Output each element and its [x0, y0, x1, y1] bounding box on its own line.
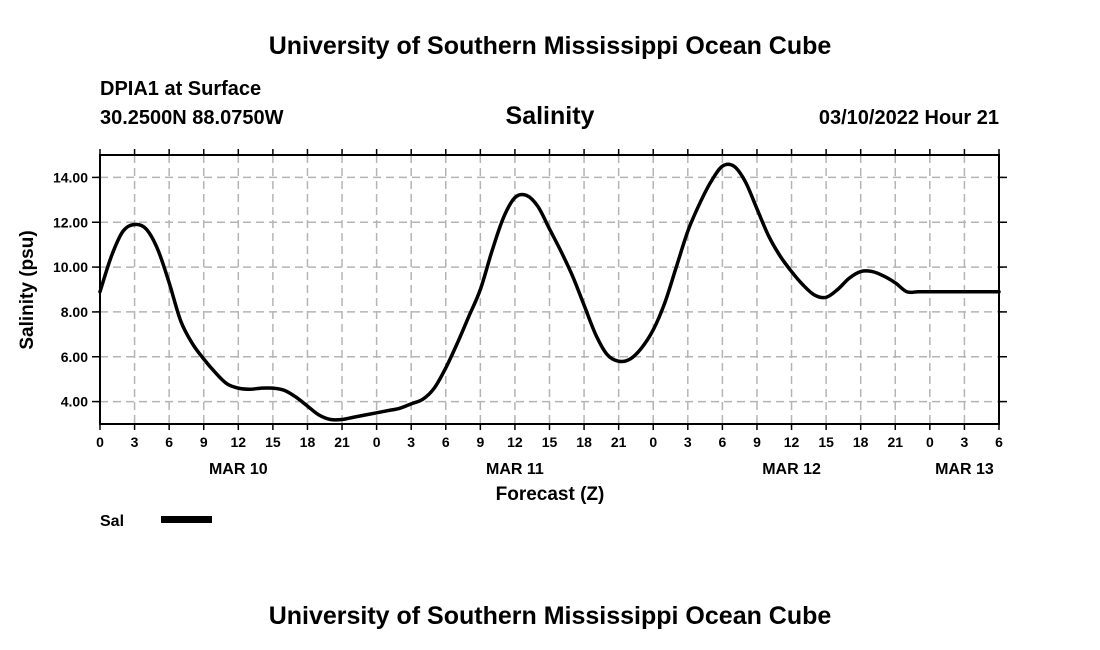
x-tick-label: 6	[165, 434, 173, 450]
y-tick-label: 6.00	[61, 349, 88, 365]
x-tick-label: 0	[96, 434, 104, 450]
x-tick-label: 12	[507, 434, 523, 450]
x-tick-label: 6	[995, 434, 1003, 450]
x-tick-label: 15	[542, 434, 558, 450]
date-label: MAR 11	[486, 461, 544, 478]
x-tick-label: 6	[442, 434, 450, 450]
x-tick-label: 15	[818, 434, 834, 450]
x-tick-label: 12	[231, 434, 247, 450]
y-tick-label: 12.00	[53, 214, 88, 230]
footer-title: University of Southern Mississippi Ocean…	[269, 602, 832, 630]
x-tick-label: 21	[334, 434, 350, 450]
x-tick-label: 18	[853, 434, 869, 450]
x-tick-label: 3	[407, 434, 415, 450]
y-tick-label: 10.00	[53, 259, 88, 275]
x-tick-label: 18	[576, 434, 592, 450]
x-tick-label: 0	[649, 434, 657, 450]
grid-layer	[100, 155, 999, 424]
page-title: University of Southern Mississippi Ocean…	[269, 32, 832, 60]
forecast-timestamp: 03/10/2022 Hour 21	[819, 107, 999, 129]
date-label: MAR 12	[762, 461, 821, 478]
chart-title: Salinity	[506, 102, 595, 130]
x-tick-label: 3	[961, 434, 969, 450]
y-tick-label: 14.00	[53, 169, 88, 185]
date-label: MAR 13	[935, 461, 994, 478]
x-axis-label: Forecast (Z)	[496, 484, 605, 505]
x-tick-label: 0	[373, 434, 381, 450]
x-tick-label: 9	[476, 434, 484, 450]
series-layer	[98, 162, 1001, 422]
x-tick-label: 6	[718, 434, 726, 450]
date-label: MAR 10	[209, 461, 268, 478]
station-coords: 30.2500N 88.0750W	[100, 107, 284, 129]
y-axis-label: Salinity (psu)	[17, 230, 38, 349]
x-tick-label: 21	[887, 434, 903, 450]
series-line-salinity	[98, 162, 1001, 422]
x-tick-label: 0	[926, 434, 934, 450]
x-tick-label: 9	[753, 434, 761, 450]
x-tick-label: 21	[611, 434, 627, 450]
x-tick-label: 9	[200, 434, 208, 450]
x-tick-label: 3	[131, 434, 139, 450]
x-tick-label: 12	[784, 434, 800, 450]
legend-label: Sal	[100, 513, 124, 530]
x-tick-label: 3	[684, 434, 692, 450]
x-tick-label: 15	[265, 434, 281, 450]
y-tick-label: 4.00	[61, 394, 88, 410]
legend-swatch	[161, 516, 212, 523]
station-label: DPIA1 at Surface	[100, 78, 261, 100]
y-tick-label: 8.00	[61, 304, 88, 320]
x-tick-label: 18	[300, 434, 316, 450]
